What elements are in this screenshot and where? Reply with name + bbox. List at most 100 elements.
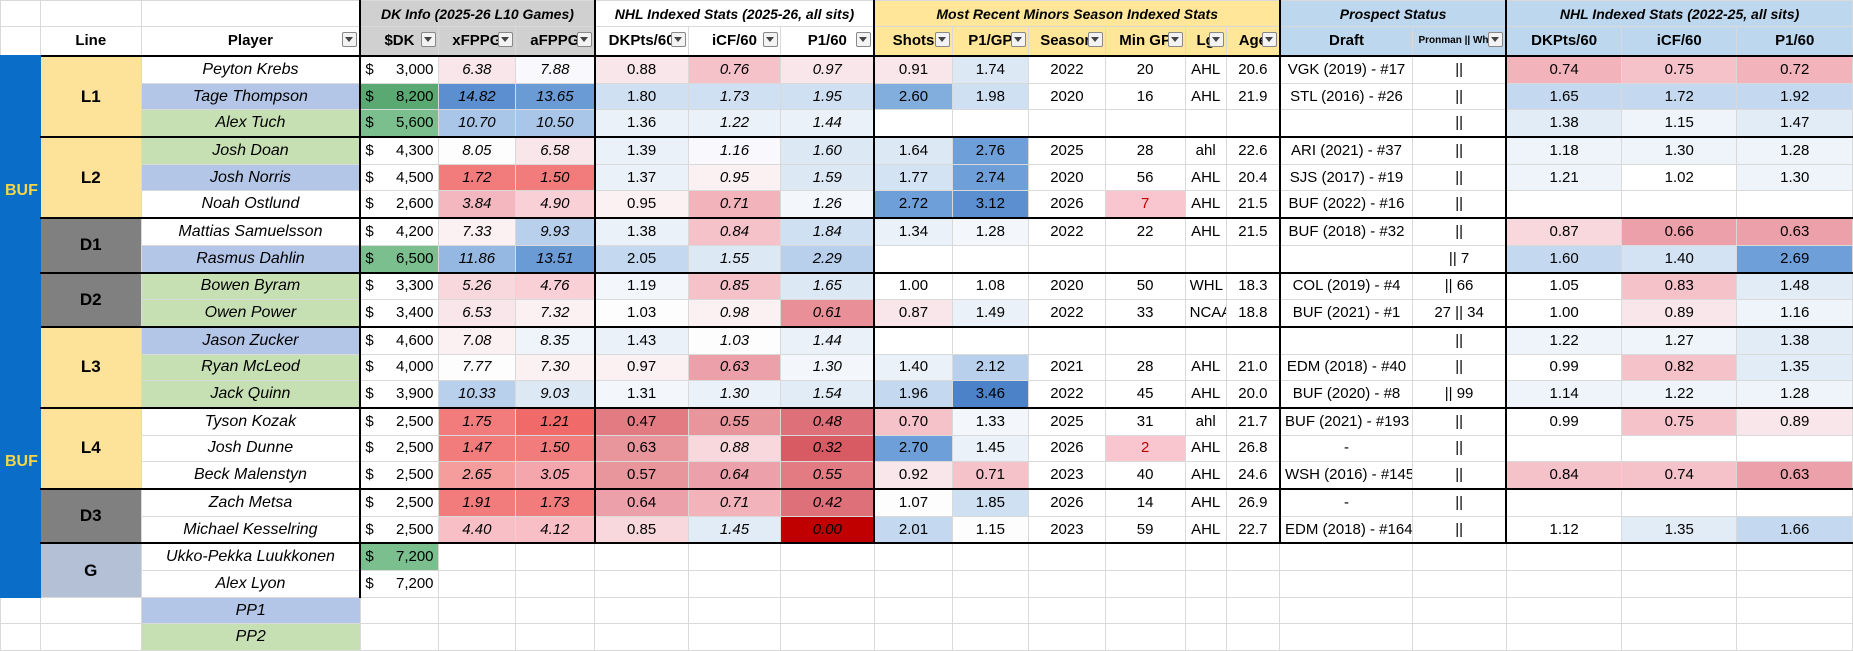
dk-salary[interactable]: $6,500: [359, 244, 439, 274]
empty-cell[interactable]: [873, 542, 953, 572]
col-header-line[interactable]: Line: [39, 26, 142, 57]
empty-cell[interactable]: [1028, 542, 1106, 572]
icf60-cell[interactable]: 1.73: [687, 82, 782, 111]
season-cell[interactable]: 2026: [1028, 434, 1106, 463]
dkpts60-3yr-cell[interactable]: 1.21: [1505, 163, 1623, 192]
empty-cell[interactable]: [951, 623, 1030, 651]
xfppg-cell[interactable]: 1.72: [437, 163, 517, 192]
p1gp-cell[interactable]: 2.76: [951, 136, 1030, 165]
season-cell[interactable]: 2025: [1028, 136, 1106, 165]
p160-3yr-cell[interactable]: 1.38: [1736, 325, 1853, 355]
afppg-cell[interactable]: 13.51: [515, 244, 596, 274]
player-row[interactable]: BUF L1 Peyton Krebs $3,000 6.38 7.88 0.88 0.76 0…: [0, 54, 1853, 328]
dk-salary[interactable]: $7,200: [359, 542, 439, 572]
afppg-cell[interactable]: 1.21: [515, 406, 596, 436]
player-name[interactable]: Josh Dunne: [140, 434, 361, 463]
empty-cell[interactable]: [1104, 542, 1186, 572]
pronman-cell[interactable]: ||: [1412, 190, 1507, 219]
draft-cell[interactable]: EDM (2018) - #164: [1278, 515, 1413, 544]
dkpts60-3yr-cell[interactable]: 1.05: [1505, 271, 1623, 301]
pronman-cell[interactable]: ||: [1412, 515, 1507, 544]
empty-cell[interactable]: [1505, 542, 1623, 572]
p160-cell[interactable]: 2.29: [780, 244, 875, 274]
season-cell[interactable]: 2023: [1028, 461, 1106, 490]
p160-3yr-cell[interactable]: 0.63: [1736, 461, 1853, 490]
dk-salary[interactable]: $8,200: [359, 82, 439, 111]
filter-dropdown-icon[interactable]: [576, 32, 592, 47]
group-header-minors[interactable]: Most Recent Minors Season Indexed Stats: [873, 0, 1281, 27]
pronman-cell[interactable]: 27 || 34: [1412, 299, 1507, 328]
dkpts60-3yr-cell[interactable]: 1.60: [1505, 244, 1623, 274]
icf60-cell[interactable]: 1.22: [687, 109, 782, 138]
pronman-cell[interactable]: ||: [1412, 325, 1507, 355]
xfppg-cell[interactable]: 7.08: [437, 325, 517, 355]
filter-dropdown-icon[interactable]: [1488, 32, 1504, 47]
empty-cell[interactable]: [437, 542, 517, 572]
min-gp-cell[interactable]: 14: [1104, 487, 1186, 517]
empty-cell[interactable]: [1505, 623, 1623, 651]
age-cell[interactable]: 21.0: [1225, 353, 1281, 382]
dk-salary[interactable]: $4,500: [359, 163, 439, 192]
empty-cell[interactable]: [515, 596, 596, 625]
dkpts60-cell[interactable]: 1.36: [593, 109, 689, 138]
dkpts60-3yr-cell[interactable]: 1.18: [1505, 136, 1623, 165]
p160-3yr-cell[interactable]: 0.89: [1736, 406, 1853, 436]
col-header-pronman[interactable]: Pronman || Whee: [1412, 26, 1507, 57]
draft-cell[interactable]: [1278, 244, 1413, 274]
pronman-cell[interactable]: ||: [1412, 136, 1507, 165]
shots-cell[interactable]: 1.77: [873, 163, 953, 192]
col-header-afppg[interactable]: aFPPG: [515, 26, 596, 57]
empty-cell[interactable]: [951, 570, 1030, 598]
dk-salary[interactable]: $3,000: [359, 54, 439, 84]
empty-cell[interactable]: [437, 570, 517, 598]
dkpts60-cell[interactable]: 0.47: [593, 406, 689, 436]
season-cell[interactable]: 2022: [1028, 54, 1106, 84]
p160-cell[interactable]: 0.48: [780, 406, 875, 436]
draft-cell[interactable]: BUF (2021) - #193: [1278, 406, 1413, 436]
empty-cell[interactable]: [687, 596, 782, 625]
xfppg-cell[interactable]: 3.84: [437, 190, 517, 219]
afppg-cell[interactable]: 10.50: [515, 109, 596, 138]
empty-cell[interactable]: [951, 542, 1030, 572]
empty-cell[interactable]: [594, 623, 689, 651]
player-row[interactable]: D1 Mattias Samuelsson $4,200 7.33 9.93 1.38 0.…: [1, 217, 1853, 274]
p1gp-cell[interactable]: 1.74: [951, 54, 1030, 84]
player-row[interactable]: BUF L3 Jason Zucker $4,600 7.08 8.35 1.43 1.03 1…: [0, 325, 1853, 598]
p160-cell[interactable]: 1.59: [780, 163, 875, 192]
min-gp-cell[interactable]: 50: [1104, 271, 1186, 301]
draft-cell[interactable]: WSH (2016) - #145: [1278, 461, 1413, 490]
player-name[interactable]: Peyton Krebs: [140, 54, 361, 84]
shots-cell[interactable]: 2.72: [873, 190, 953, 219]
dkpts60-cell[interactable]: 0.95: [593, 190, 689, 219]
p1gp-cell[interactable]: [951, 244, 1030, 274]
p160-3yr-cell[interactable]: 2.69: [1736, 244, 1853, 274]
team-label[interactable]: BUF: [0, 325, 41, 598]
group-header-nhl[interactable]: NHL Indexed Stats (2025-26, all sits): [593, 0, 875, 27]
player-row[interactable]: Josh Norris $4,500 1.72 1.50 1.37 0.95 1.59 1.7…: [1, 163, 1853, 192]
shots-cell[interactable]: 1.96: [873, 380, 953, 409]
p160-3yr-cell[interactable]: 0.72: [1736, 54, 1853, 84]
player-name[interactable]: Josh Norris: [140, 163, 361, 192]
p160-3yr-cell[interactable]: [1736, 487, 1853, 517]
empty-cell[interactable]: [594, 542, 689, 572]
icf60-3yr-cell[interactable]: 1.15: [1621, 109, 1738, 138]
min-gp-cell[interactable]: [1104, 109, 1186, 138]
line-label[interactable]: D3: [39, 487, 142, 544]
player-name[interactable]: Noah Ostlund: [140, 190, 361, 219]
shots-cell[interactable]: 1.07: [873, 487, 953, 517]
empty-cell[interactable]: [780, 623, 875, 651]
player-name[interactable]: Jason Zucker: [140, 325, 361, 355]
player-row[interactable]: Tage Thompson $8,200 14.82 13.65 1.80 1.73 1.9…: [1, 82, 1853, 111]
age-cell[interactable]: 20.4: [1225, 163, 1281, 192]
dkpts60-cell[interactable]: 1.80: [593, 82, 689, 111]
draft-cell[interactable]: EDM (2018) - #40: [1278, 353, 1413, 382]
icf60-3yr-cell[interactable]: [1621, 190, 1738, 219]
age-cell[interactable]: 26.9: [1225, 487, 1281, 517]
p160-cell[interactable]: 0.00: [780, 515, 875, 544]
dk-salary[interactable]: $7,200: [359, 570, 439, 598]
cell[interactable]: [140, 0, 361, 27]
line-label[interactable]: L2: [39, 136, 142, 219]
player-name[interactable]: Tyson Kozak: [140, 406, 361, 436]
filter-dropdown-icon[interactable]: [670, 32, 686, 47]
xfppg-cell[interactable]: 2.65: [437, 461, 517, 490]
